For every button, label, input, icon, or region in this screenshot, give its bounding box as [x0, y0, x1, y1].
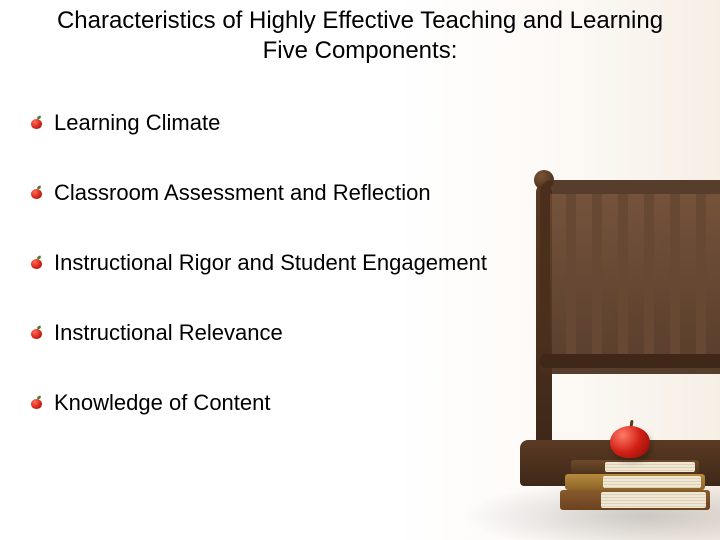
bullet-label: Knowledge of Content: [54, 390, 271, 416]
list-item: Classroom Assessment and Reflection: [30, 180, 570, 206]
list-item: Instructional Relevance: [30, 320, 570, 346]
title-line-1: Characteristics of Highly Effective Teac…: [0, 6, 720, 36]
apple-icon: [30, 256, 44, 270]
bullet-label: Learning Climate: [54, 110, 220, 136]
title-line-2: Five Components:: [0, 36, 720, 66]
slide-title: Characteristics of Highly Effective Teac…: [0, 6, 720, 66]
apple-icon: [30, 326, 44, 340]
apple-icon: [30, 396, 44, 410]
list-item: Knowledge of Content: [30, 390, 570, 416]
bullet-label: Instructional Relevance: [54, 320, 283, 346]
bullet-label: Classroom Assessment and Reflection: [54, 180, 431, 206]
apple-icon: [30, 186, 44, 200]
bullet-list: Learning Climate Classroom Assessment an…: [30, 110, 570, 460]
list-item: Instructional Rigor and Student Engageme…: [30, 250, 570, 276]
bullet-label: Instructional Rigor and Student Engageme…: [54, 250, 487, 276]
slide: Characteristics of Highly Effective Teac…: [0, 0, 720, 540]
list-item: Learning Climate: [30, 110, 570, 136]
apple-icon: [30, 116, 44, 130]
